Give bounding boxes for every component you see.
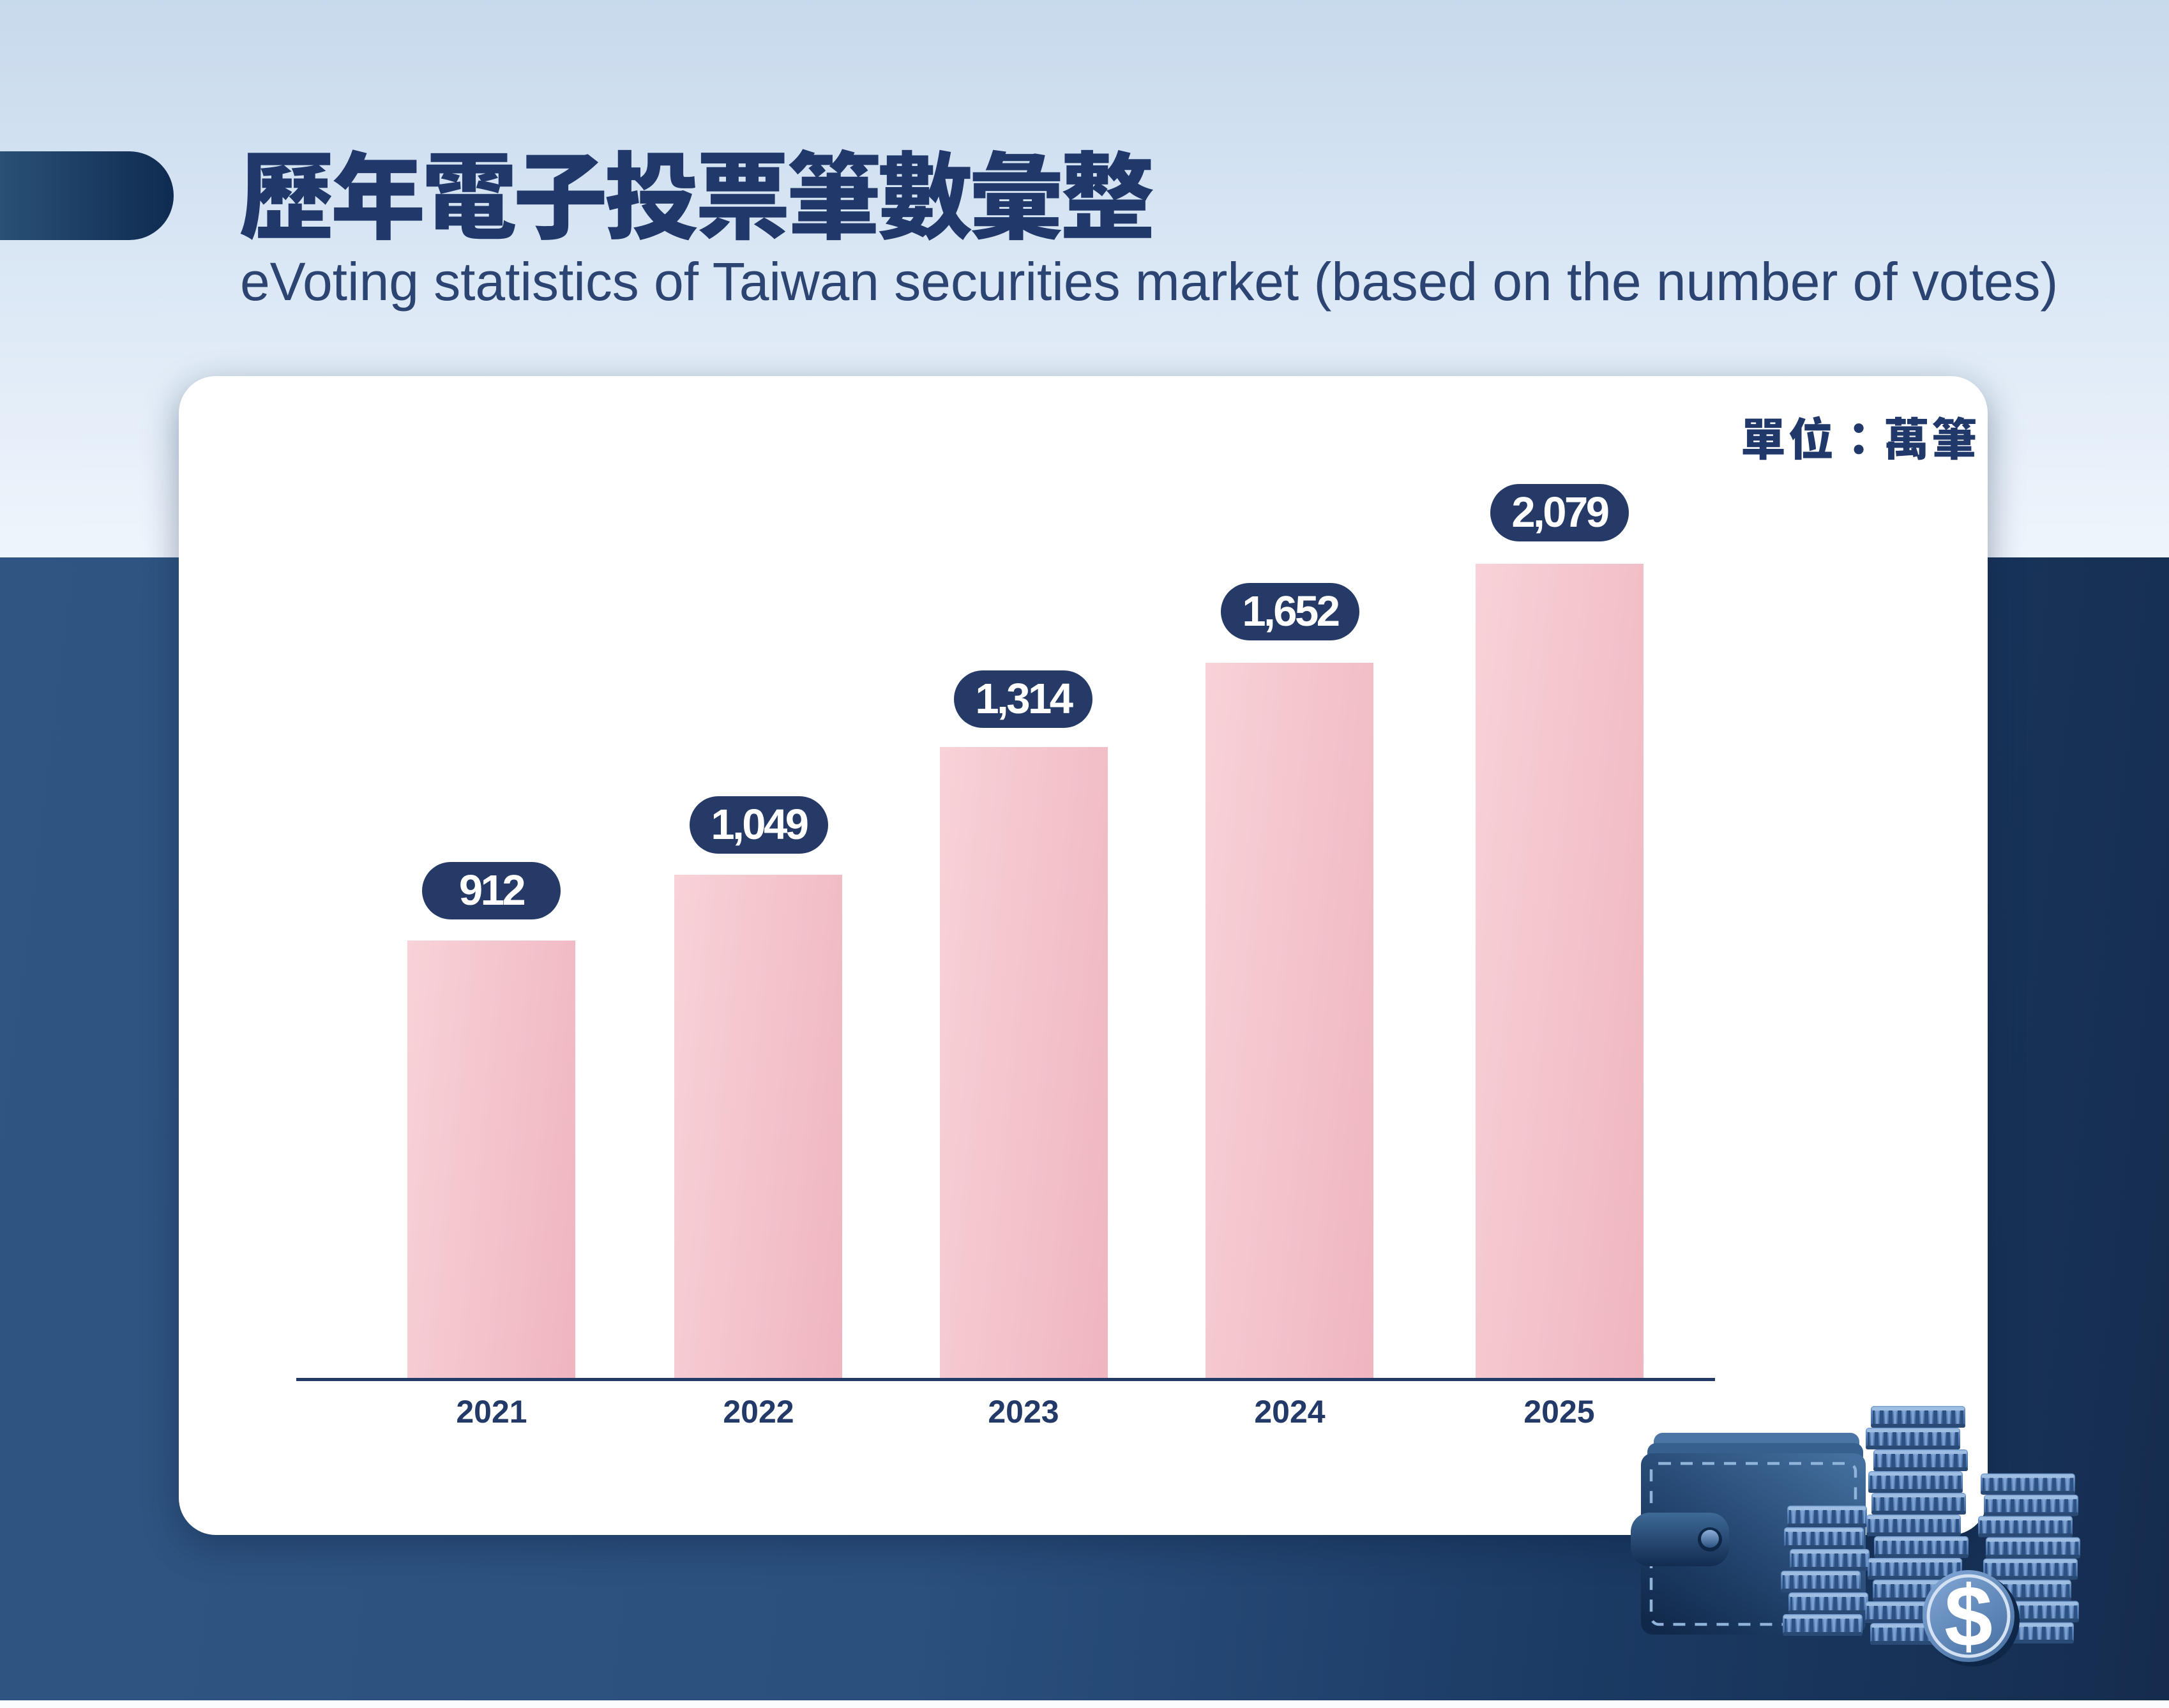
svg-text:$: $ bbox=[1944, 1568, 1993, 1665]
